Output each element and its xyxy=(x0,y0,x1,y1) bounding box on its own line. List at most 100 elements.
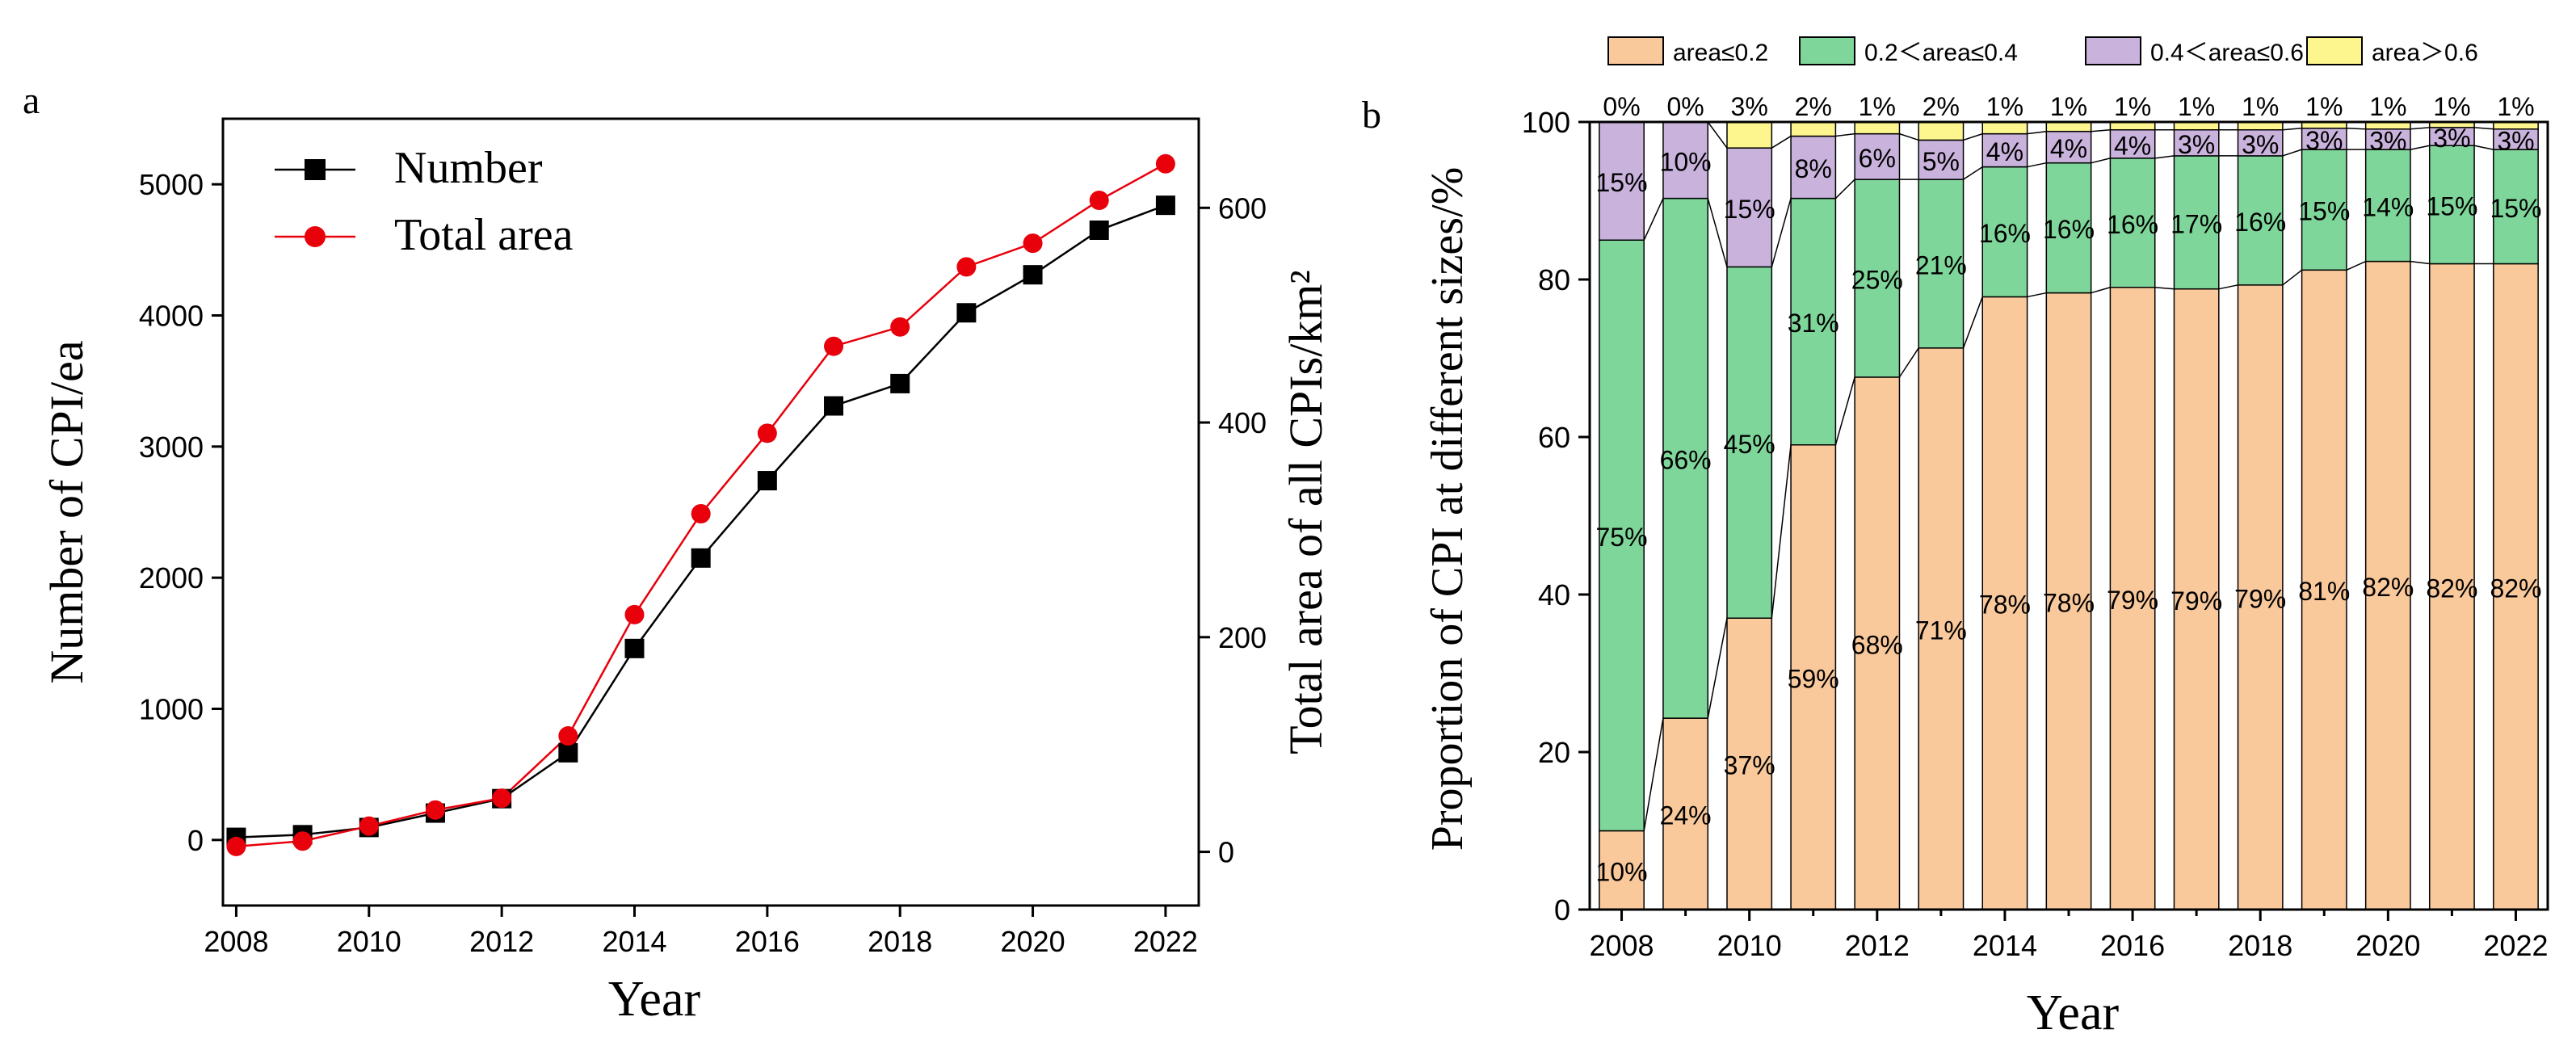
percent-label: 31% xyxy=(1788,309,1839,338)
percent-label: 16% xyxy=(2043,215,2095,244)
percent-label: 68% xyxy=(1851,630,1903,659)
bar-segment xyxy=(1662,121,1709,200)
b-x-tick-label: 2022 xyxy=(2483,929,2548,962)
a-x-tick-label: 2016 xyxy=(735,925,800,958)
connector-line xyxy=(1898,347,1919,378)
a-x-tick-label: 2014 xyxy=(602,925,666,958)
bar-segment xyxy=(2493,263,2539,910)
percent-label: 1% xyxy=(2050,92,2087,121)
b-x-tick-label: 2020 xyxy=(2355,929,2420,962)
bar-segment xyxy=(1599,830,1645,910)
legend-label: area≤0.2 xyxy=(1673,40,1768,66)
connector-line xyxy=(2091,129,2111,132)
bar-segment xyxy=(2109,158,2156,288)
a-x-tick-label: 2018 xyxy=(868,925,932,958)
bar-segment xyxy=(1981,121,2028,135)
a-x-tick-label: 2012 xyxy=(469,925,534,958)
percent-label: 4% xyxy=(2050,134,2087,163)
connector-line xyxy=(2027,162,2047,168)
connector-line xyxy=(2474,127,2494,130)
connector-line xyxy=(2282,269,2303,286)
legend-total-area-label: Total area xyxy=(394,210,574,260)
panel-a-plot-frame xyxy=(221,117,1200,907)
connector-line xyxy=(2473,145,2494,150)
a-x-tick-label: 2022 xyxy=(1133,925,1198,958)
b-x-tick-label: 2010 xyxy=(1717,929,1782,962)
panel-a-x-axis: 2008 2010 2012 2014 2016 2018 2020 2022 xyxy=(204,906,1198,958)
connector-line xyxy=(1963,166,1983,180)
percent-label: 59% xyxy=(1788,664,1839,693)
total-area-point xyxy=(1023,233,1043,254)
a-x-tick-label: 2020 xyxy=(1001,925,1065,958)
panel-a-y2-axis-label: Total area of all CPIs/km² xyxy=(1280,270,1332,754)
bar-segment xyxy=(1918,121,1965,141)
panel-b-stacked-bar-chart: b area≤0.2 0.2＜area≤0.4 0.4＜area≤0.6 area＞0… xyxy=(1362,36,2549,1040)
percent-label: 3% xyxy=(2242,130,2279,159)
percent-label: 2% xyxy=(1795,92,1832,121)
panel-b-x-axis: 2008 2010 2012 2014 2016 2018 2020 2022 xyxy=(1589,910,2549,962)
panel-a-right-axis: 0 200 400 600 xyxy=(1199,191,1267,869)
bar-segment xyxy=(2173,155,2220,290)
percent-label: 3% xyxy=(2497,126,2534,155)
bar-segment xyxy=(2045,121,2092,132)
total-area-point xyxy=(956,257,977,277)
panel-a-y-axis-label: Number of CPI/ea xyxy=(40,340,93,683)
percent-label: 16% xyxy=(2107,210,2158,239)
bar-segment xyxy=(2493,128,2539,150)
percent-label: 1% xyxy=(2305,92,2343,121)
bar-segment xyxy=(1726,121,1773,149)
a-right-tick-label: 600 xyxy=(1218,191,1267,225)
percent-label: 15% xyxy=(1724,195,1775,224)
percent-label: 2% xyxy=(1923,92,1960,121)
panel-b-y-axis: 0 20 40 60 80 100 xyxy=(1522,106,1590,927)
bar-segment xyxy=(1662,197,1709,719)
percent-label: 78% xyxy=(1979,590,2031,620)
bar-segment xyxy=(1981,132,2028,168)
total-area-point xyxy=(1089,190,1109,210)
number-point xyxy=(624,638,645,658)
connector-line xyxy=(1771,135,1792,149)
a-left-tick-label: 2000 xyxy=(139,561,204,595)
total-area-point xyxy=(425,800,445,820)
percent-label: 45% xyxy=(1724,430,1775,459)
number-point xyxy=(1155,195,1175,216)
percent-label: 79% xyxy=(2107,586,2158,615)
connector-line xyxy=(1771,198,1792,267)
percent-label: 14% xyxy=(2362,192,2414,221)
percent-label: 66% xyxy=(1660,445,1712,474)
connector-line xyxy=(2410,260,2430,265)
connector-line xyxy=(1643,717,1664,831)
a-right-tick-label: 400 xyxy=(1218,406,1267,439)
percent-label: 4% xyxy=(1986,137,2023,166)
percent-label: 10% xyxy=(1596,857,1648,886)
percent-label: 1% xyxy=(1859,92,1896,121)
number-point xyxy=(1023,265,1043,285)
bar-segment xyxy=(1854,376,1901,910)
bar-segment xyxy=(2364,128,2411,150)
total-area-point xyxy=(824,336,844,356)
b-y-tick-label: 20 xyxy=(1538,736,1570,769)
connector-line xyxy=(2282,128,2302,131)
panel-b-x-axis-label: Year xyxy=(2027,985,2120,1040)
number-point xyxy=(757,471,777,491)
percent-label: 1% xyxy=(2369,92,2406,121)
percent-label: 6% xyxy=(1859,144,1896,173)
legend-swatch xyxy=(2306,36,2363,65)
panel-a-letter: a xyxy=(23,79,40,122)
connector-line xyxy=(2410,127,2430,130)
b-x-tick-label: 2016 xyxy=(2100,929,2165,962)
bar-segment xyxy=(2493,149,2539,265)
bar-segment xyxy=(1854,132,1901,180)
percent-label: 4% xyxy=(2114,131,2151,160)
percent-label: 1% xyxy=(2114,92,2151,121)
bar-segment xyxy=(2301,269,2347,910)
percent-label: 82% xyxy=(2426,574,2477,603)
percent-label: 16% xyxy=(2234,208,2286,237)
percent-label: 0% xyxy=(1603,92,1640,121)
bar-segment xyxy=(1726,147,1773,268)
legend-label: 0.4＜area≤0.6 xyxy=(2150,40,2304,66)
percent-label: 1% xyxy=(1986,92,2023,121)
percent-label: 3% xyxy=(2305,126,2343,155)
